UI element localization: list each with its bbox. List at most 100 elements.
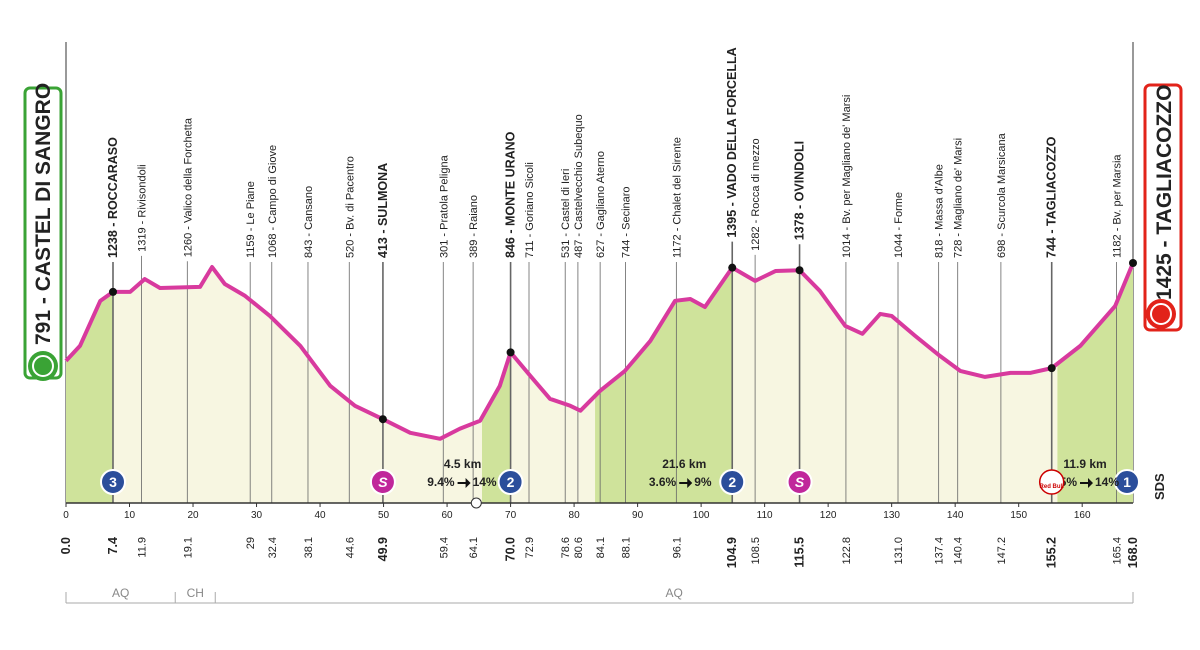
x-tick-label: 140 [947,510,964,521]
waypoint-label: 531 - Castel di Ieri [560,169,572,258]
waypoint-label: 1182 - Bv. per Marsia [1111,154,1123,258]
climb-category-icon [719,469,746,495]
region-label: AQ [665,586,682,600]
km-label: 80.6 [573,537,585,558]
finish-icon-ring [1150,303,1172,325]
km-label: 29 [245,537,257,549]
climb-avg-grade: 9.4% [427,475,455,489]
waypoint-label: 1378 - OVINDOLI [793,141,807,240]
km-label: 131.0 [893,537,905,565]
waypoint-label: 389 - Raiano [468,195,480,258]
waypoint-label: 1172 - Chalet del Sirente [671,137,683,258]
sprint-icon [786,469,813,495]
climb-shading [482,352,511,503]
finish-dot [1129,259,1137,268]
x-tick-label: 30 [251,510,263,521]
feed-zone [470,497,482,509]
waypoint-label: 744 - TAGLIACOZZO [1045,136,1059,258]
km-label: 7.4 [106,537,120,554]
waypoint-label: 1282 - Rocca di mezzo [750,138,762,251]
bonus-icon [1038,469,1065,495]
waypoint-label: 1068 - Campo di Giove [267,145,279,258]
climb-shading [595,267,733,503]
climb-length: 4.5 km [444,457,481,471]
km-label: 0.0 [59,537,73,554]
km-label: 38.1 [303,537,315,558]
km-label: 115.5 [793,537,807,568]
profile-area [66,263,1133,503]
profile-line [64,262,1135,441]
region-label: AQ [112,586,129,600]
grade-arrow [457,478,471,488]
x-tick-label: 130 [883,510,900,521]
waypoint-label: 1238 - ROCCARASO [106,137,120,258]
km-label: 78.6 [560,537,572,558]
climb-category: 2 [728,474,736,490]
waypoint-dot [795,266,804,275]
km-label: 49.9 [376,537,390,561]
km-label: 70.0 [504,537,518,561]
waypoint-label: 728 - Magliano de' Marsi [953,138,965,258]
waypoint-label: 1044 - Forme [893,192,905,258]
grade-arrow [679,478,693,488]
waypoint-label: 1159 - Le Piane [245,181,257,258]
waypoint-label: 301 - Pratola Peligna [438,154,450,258]
waypoint-label: 744 - Secinaro [621,186,633,258]
climb-max-grade: 14% [473,475,497,489]
x-tick-label: 60 [442,510,454,521]
km-label: 59.4 [438,537,450,558]
waypoint-label: 711 - Goriano Sicoli [524,162,536,258]
x-tick-label: 70 [505,510,517,521]
climb-length: 21.6 km [662,457,706,471]
finish-label: 1425 - TAGLIACOZZO [1153,85,1176,300]
waypoint-label: 818 - Massa d'Albe [934,164,946,258]
km-label: 168.0 [1126,537,1140,568]
climb-length: 11.9 km [1063,457,1106,471]
km-label: 155.2 [1045,537,1059,568]
waypoint-dot [1047,364,1056,373]
x-tick-label: 20 [187,510,199,521]
x-tick-label: 110 [757,510,773,521]
km-label: 108.5 [750,537,762,565]
waypoint-label: 843 - Cansano [303,186,315,258]
x-tick-label: 10 [124,510,136,521]
bonus-label: Red Bull [1040,484,1065,490]
km-label: 84.1 [595,537,607,558]
x-tick-label: 120 [820,510,837,521]
waypoint-dot [728,263,737,272]
waypoint-label: 698 - Scurcola Marsicana [996,132,1008,258]
waypoint-dot [108,287,117,296]
km-label: 19.1 [182,537,194,558]
sprint-label: S [795,474,805,490]
x-tick-label: 0 [63,510,69,521]
waypoint-label: 1014 - Bv. per Magliano de' Marsi [841,95,853,258]
sprint-label: S [378,474,388,490]
finish-box [1143,83,1183,332]
km-label: 147.2 [996,537,1008,565]
x-tick-label: 40 [314,510,326,521]
km-label: 32.4 [267,537,279,558]
waypoint-label: 487 - Castelvecchio Subequo [573,114,585,258]
km-label: 44.6 [344,537,356,558]
waypoint-label: 627 - Gagliano Aterno [595,151,607,258]
waypoint-label: 520 - Bv. di Pacentro [344,156,356,258]
x-tick-label: 160 [1074,510,1091,521]
climb-max-grade: 14% [1095,475,1119,489]
km-label: 104.9 [725,537,739,568]
waypoint-label: 1260 - Valico della Forchetta [182,117,194,257]
logo: SDS [1152,473,1167,500]
climb-category-icon [497,469,524,495]
climb-category: 1 [1123,474,1131,490]
x-tick-label: 50 [378,510,390,521]
climb-shading [1057,263,1133,503]
grade-arrow [1080,478,1093,488]
km-label: 88.1 [621,537,633,558]
waypoint-label: 1395 - VADO DELLA FORCELLA [725,47,739,237]
km-label: 96.1 [671,537,683,558]
waypoint-label: 1319 - Rivisondoli [137,164,149,251]
waypoint-dot [506,348,515,357]
km-label: 122.8 [841,537,853,565]
km-label: 165.4 [1111,537,1123,565]
km-label: 11.9 [137,537,149,558]
x-tick-label: 100 [693,510,710,521]
